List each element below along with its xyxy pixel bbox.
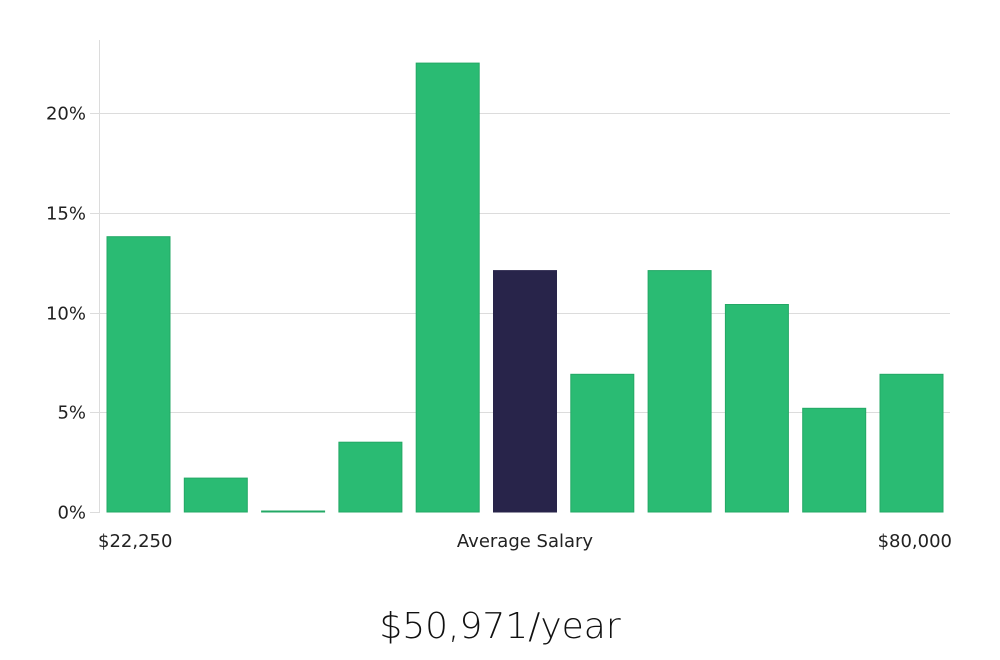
y-tick-label: 20% [46, 104, 86, 125]
average-salary-value: $50,971/year [379, 606, 621, 647]
y-tick-label: 0% [57, 503, 86, 524]
bar [879, 373, 944, 513]
bar-average-salary [493, 270, 557, 513]
bar [261, 510, 326, 513]
y-tick-label: 5% [57, 403, 86, 424]
bar [570, 373, 635, 513]
bar [183, 477, 248, 513]
bar [647, 270, 712, 513]
y-axis-ticks: 0% 5% 10% 15% 20% [46, 104, 100, 524]
bars [106, 62, 944, 513]
x-max-label: $80,000 [878, 531, 952, 552]
bar [415, 62, 480, 513]
bar [802, 407, 867, 513]
bar [338, 441, 403, 513]
x-axis-label: Average Salary [457, 531, 594, 552]
y-tick-label: 15% [46, 204, 86, 225]
bar [724, 304, 789, 513]
salary-distribution-chart: 0% 5% 10% 15% 20% $22,250 Average Salary $80… [46, 40, 952, 552]
bar [106, 236, 171, 513]
y-tick-label: 10% [46, 304, 86, 325]
x-min-label: $22,250 [98, 531, 172, 552]
